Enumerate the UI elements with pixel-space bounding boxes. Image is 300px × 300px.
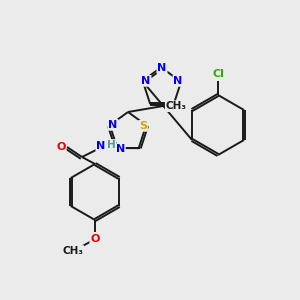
Text: S: S [139,121,147,131]
Text: N: N [173,76,183,86]
Text: N: N [158,63,166,73]
Text: CH₃: CH₃ [62,246,83,256]
Text: Cl: Cl [212,69,224,79]
Text: N: N [116,144,125,154]
Text: H: H [106,140,116,150]
Text: N: N [141,76,151,86]
Text: O: O [56,142,66,152]
Text: N: N [96,141,106,151]
Text: CH₃: CH₃ [166,101,187,111]
Text: N: N [108,120,118,130]
Text: O: O [90,234,100,244]
